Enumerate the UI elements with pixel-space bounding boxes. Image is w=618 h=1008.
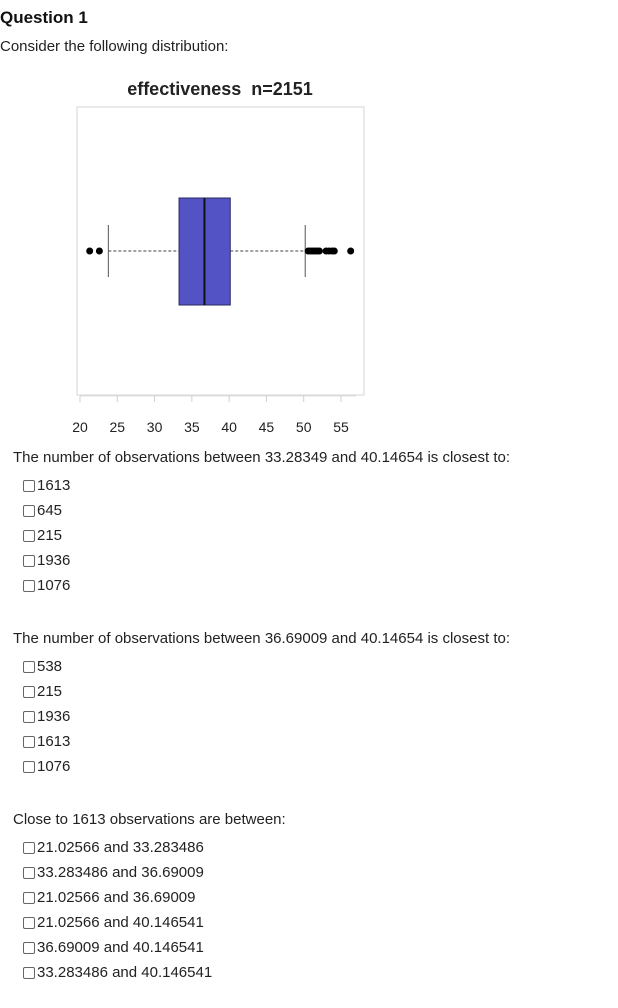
part-1-prompt: The number of observations between 33.28… bbox=[13, 449, 510, 466]
part-1-option[interactable]: 1076 bbox=[23, 573, 603, 598]
option-label: 33.283486 and 40.146541 bbox=[37, 964, 213, 981]
checkbox[interactable] bbox=[23, 891, 35, 904]
part-2-option[interactable]: 538 bbox=[23, 654, 603, 679]
part-3-option[interactable]: 33.283486 and 40.146541 bbox=[23, 960, 603, 985]
question-title: Question 1 bbox=[0, 8, 88, 27]
outlier-point bbox=[315, 247, 323, 255]
checkbox[interactable] bbox=[23, 685, 35, 698]
x-tick-label: 40 bbox=[221, 419, 237, 435]
checkbox[interactable] bbox=[23, 710, 35, 723]
question-part-3: Close to 1613 observations are between: … bbox=[13, 810, 603, 985]
option-label: 645 bbox=[37, 502, 63, 519]
checkbox[interactable] bbox=[23, 554, 35, 567]
part-1-options: 1613 645 215 1936 1076 bbox=[13, 473, 603, 598]
part-3-option[interactable]: 21.02566 and 33.283486 bbox=[23, 835, 603, 860]
option-label: 1076 bbox=[37, 758, 71, 775]
outlier-point bbox=[95, 247, 103, 255]
option-label: 21.02566 and 33.283486 bbox=[37, 839, 204, 856]
option-label: 215 bbox=[37, 527, 63, 544]
part-3-option[interactable]: 21.02566 and 36.69009 bbox=[23, 885, 603, 910]
part-3-option[interactable]: 33.283486 and 36.69009 bbox=[23, 860, 603, 885]
checkbox[interactable] bbox=[23, 916, 35, 929]
x-tick-label: 55 bbox=[333, 419, 349, 435]
part-2-option[interactable]: 1936 bbox=[23, 704, 603, 729]
question-part-2: The number of observations between 36.69… bbox=[13, 629, 603, 779]
option-label: 21.02566 and 40.146541 bbox=[37, 914, 204, 931]
part-2-prompt: The number of observations between 36.69… bbox=[13, 630, 510, 647]
option-label: 36.69009 and 40.146541 bbox=[37, 939, 204, 956]
part-1-option[interactable]: 1613 bbox=[23, 473, 603, 498]
checkbox[interactable] bbox=[23, 760, 35, 773]
checkbox[interactable] bbox=[23, 941, 35, 954]
outlier-point bbox=[330, 247, 338, 255]
option-label: 1613 bbox=[37, 733, 71, 750]
question-part-1: The number of observations between 33.28… bbox=[13, 448, 603, 598]
checkbox[interactable] bbox=[23, 866, 35, 879]
part-2-option[interactable]: 1613 bbox=[23, 729, 603, 754]
part-2-option[interactable]: 1076 bbox=[23, 754, 603, 779]
outlier-point bbox=[347, 247, 355, 255]
x-tick-label: 20 bbox=[72, 419, 88, 435]
option-label: 33.283486 and 36.69009 bbox=[37, 864, 204, 881]
checkbox[interactable] bbox=[23, 841, 35, 854]
part-2-option[interactable]: 215 bbox=[23, 679, 603, 704]
checkbox[interactable] bbox=[23, 660, 35, 673]
part-2-options: 538 215 1936 1613 1076 bbox=[13, 654, 603, 779]
part-3-option[interactable]: 21.02566 and 40.146541 bbox=[23, 910, 603, 935]
x-tick-label: 35 bbox=[184, 419, 200, 435]
option-label: 1613 bbox=[37, 477, 71, 494]
part-3-prompt: Close to 1613 observations are between: bbox=[13, 811, 286, 828]
checkbox[interactable] bbox=[23, 479, 35, 492]
x-tick-label: 30 bbox=[147, 419, 163, 435]
part-1-option[interactable]: 1936 bbox=[23, 548, 603, 573]
option-label: 538 bbox=[37, 658, 63, 675]
part-1-option[interactable]: 645 bbox=[23, 498, 603, 523]
checkbox[interactable] bbox=[23, 735, 35, 748]
part-1-option[interactable]: 215 bbox=[23, 523, 603, 548]
option-label: 1076 bbox=[37, 577, 71, 594]
option-label: 1936 bbox=[37, 552, 71, 569]
chart-title: effectiveness n=2151 bbox=[127, 79, 313, 99]
option-label: 1936 bbox=[37, 708, 71, 725]
part-3-option[interactable]: 36.69009 and 40.146541 bbox=[23, 935, 603, 960]
checkbox[interactable] bbox=[23, 504, 35, 517]
x-tick-label: 45 bbox=[259, 419, 275, 435]
x-tick-label: 25 bbox=[109, 419, 125, 435]
outlier-point bbox=[86, 247, 94, 255]
boxplot-chart: effectiveness n=2151 20 25 30 35 40 45 50 55 bbox=[72, 79, 365, 435]
option-label: 21.02566 and 36.69009 bbox=[37, 889, 196, 906]
part-3-options: 21.02566 and 33.283486 33.283486 and 36.… bbox=[13, 835, 603, 985]
x-tick-label: 50 bbox=[296, 419, 312, 435]
checkbox[interactable] bbox=[23, 579, 35, 592]
question-intro: Consider the following distribution: bbox=[0, 38, 229, 55]
option-label: 215 bbox=[37, 683, 63, 700]
checkbox[interactable] bbox=[23, 966, 35, 979]
checkbox[interactable] bbox=[23, 529, 35, 542]
